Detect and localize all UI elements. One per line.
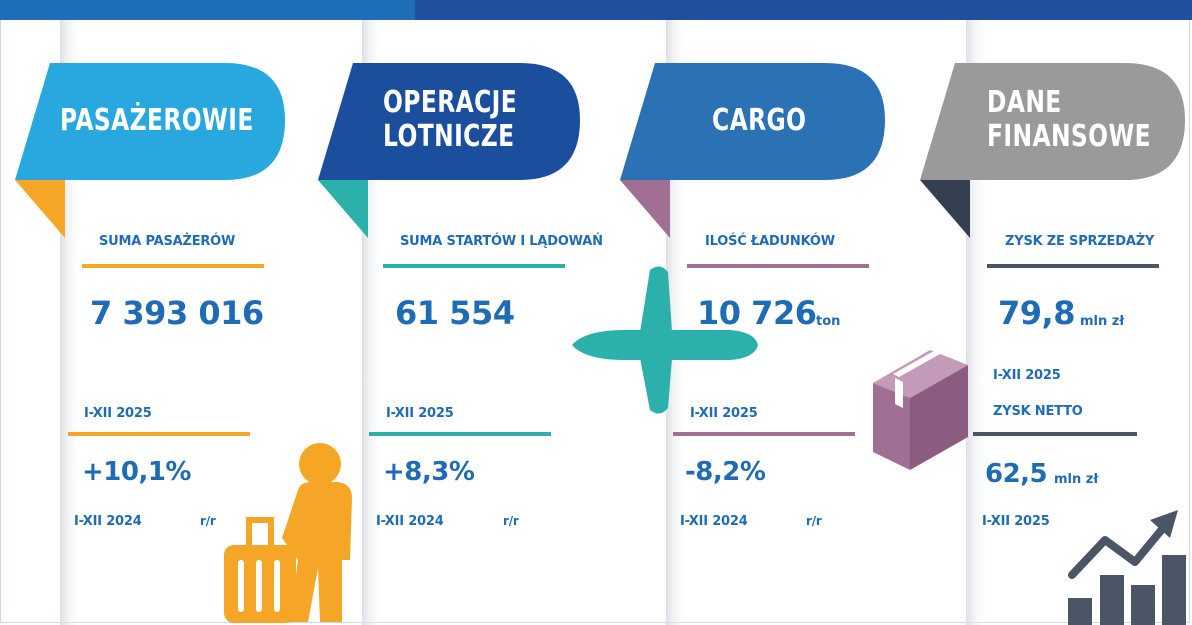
divider-cargo-top [687, 264, 869, 268]
growth-chart-icon [1068, 510, 1186, 625]
compare-period-pasazerowie: I-XII 2024 [74, 514, 142, 529]
metric-label-cargo: ILOŚĆ ŁADUNKÓW [705, 234, 835, 249]
ribbon-fold-cargo [620, 180, 670, 238]
change-operacje: +8,3% [383, 457, 475, 487]
compare-period-cargo: I-XII 2024 [680, 514, 748, 529]
metric-label-pasazerowie: SUMA PASAŻERÓW [99, 234, 236, 249]
divider-pasazerowie-bottom [68, 432, 250, 436]
second-unit-finanse: mln zł [1054, 472, 1099, 487]
metric-value-cargo: 10 726 [697, 294, 817, 332]
panel-title-pasazerowie: PASAŻEROWIE [60, 104, 254, 138]
airplane-icon [572, 266, 758, 414]
divider-finanse-bottom [973, 432, 1137, 436]
metric-unit-cargo: ton [816, 314, 841, 329]
change-unit-cargo: r/r [806, 514, 822, 528]
metric-value-pasazerowie: 7 393 016 [90, 294, 264, 332]
top-bar-left [0, 0, 415, 20]
metric-value-finanse: 79,8 [998, 294, 1075, 332]
top-bar-right [415, 0, 1192, 20]
period-operacje: I-XII 2025 [386, 406, 454, 421]
change-unit-operacje: r/r [503, 514, 519, 528]
ribbon-fold-finanse [920, 180, 970, 238]
period-finanse: I-XII 2025 [993, 368, 1061, 383]
panel-title-cargo: CARGO [712, 104, 806, 138]
metric-value-operacje: 61 554 [395, 294, 515, 332]
header-ribbon-cargo [620, 63, 885, 180]
ribbon-fold-operacje [318, 180, 368, 238]
second-value-finanse: 62,5 [985, 459, 1048, 489]
panel-title-line2: FINANSOWE [987, 119, 1152, 154]
panel-title-line1: PASAŻEROWIE [60, 103, 254, 138]
content-frame [0, 20, 1190, 623]
metric-unit-finanse: mln zł [1080, 314, 1125, 329]
divider-pasazerowie-top [82, 264, 264, 268]
period-pasazerowie: I-XII 2025 [84, 406, 152, 421]
second-period-finanse: I-XII 2025 [982, 514, 1050, 529]
period-cargo: I-XII 2025 [690, 406, 758, 421]
top-bar [0, 0, 1192, 20]
divider-cargo-bottom [673, 432, 855, 436]
ribbon-fold-pasazerowie [15, 180, 65, 238]
divider-operacje-bottom [369, 432, 551, 436]
panel-title-operacje: OPERACJE LOTNICZE [383, 86, 517, 154]
change-pasazerowie: +10,1% [82, 457, 192, 487]
change-unit-pasazerowie: r/r [200, 514, 216, 528]
panel-title-line2: LOTNICZE [383, 119, 515, 154]
cargo-box-icon [873, 342, 968, 470]
header-ribbon-pasazerowie [15, 63, 285, 180]
panel-title-line1: DANE [987, 85, 1062, 120]
panel-title-line1: CARGO [712, 103, 807, 138]
divider-operacje-top [383, 264, 565, 268]
header-ribbon-operacje [318, 63, 580, 180]
divider-finanse-top [987, 264, 1159, 268]
panel-title-line1: OPERACJE [383, 85, 518, 120]
compare-period-operacje: I-XII 2024 [376, 514, 444, 529]
change-cargo: -8,2% [685, 457, 766, 487]
metric-label-finanse: ZYSK ZE SPRZEDAŻY [1005, 234, 1155, 249]
header-ribbon-finanse [920, 63, 1185, 180]
traveler-with-suitcase-icon [224, 443, 352, 623]
second-label-finanse: ZYSK NETTO [993, 404, 1083, 419]
panel-title-finanse: DANE FINANSOWE [987, 86, 1151, 154]
metric-label-operacje: SUMA STARTÓW I LĄDOWAŃ [400, 234, 603, 249]
